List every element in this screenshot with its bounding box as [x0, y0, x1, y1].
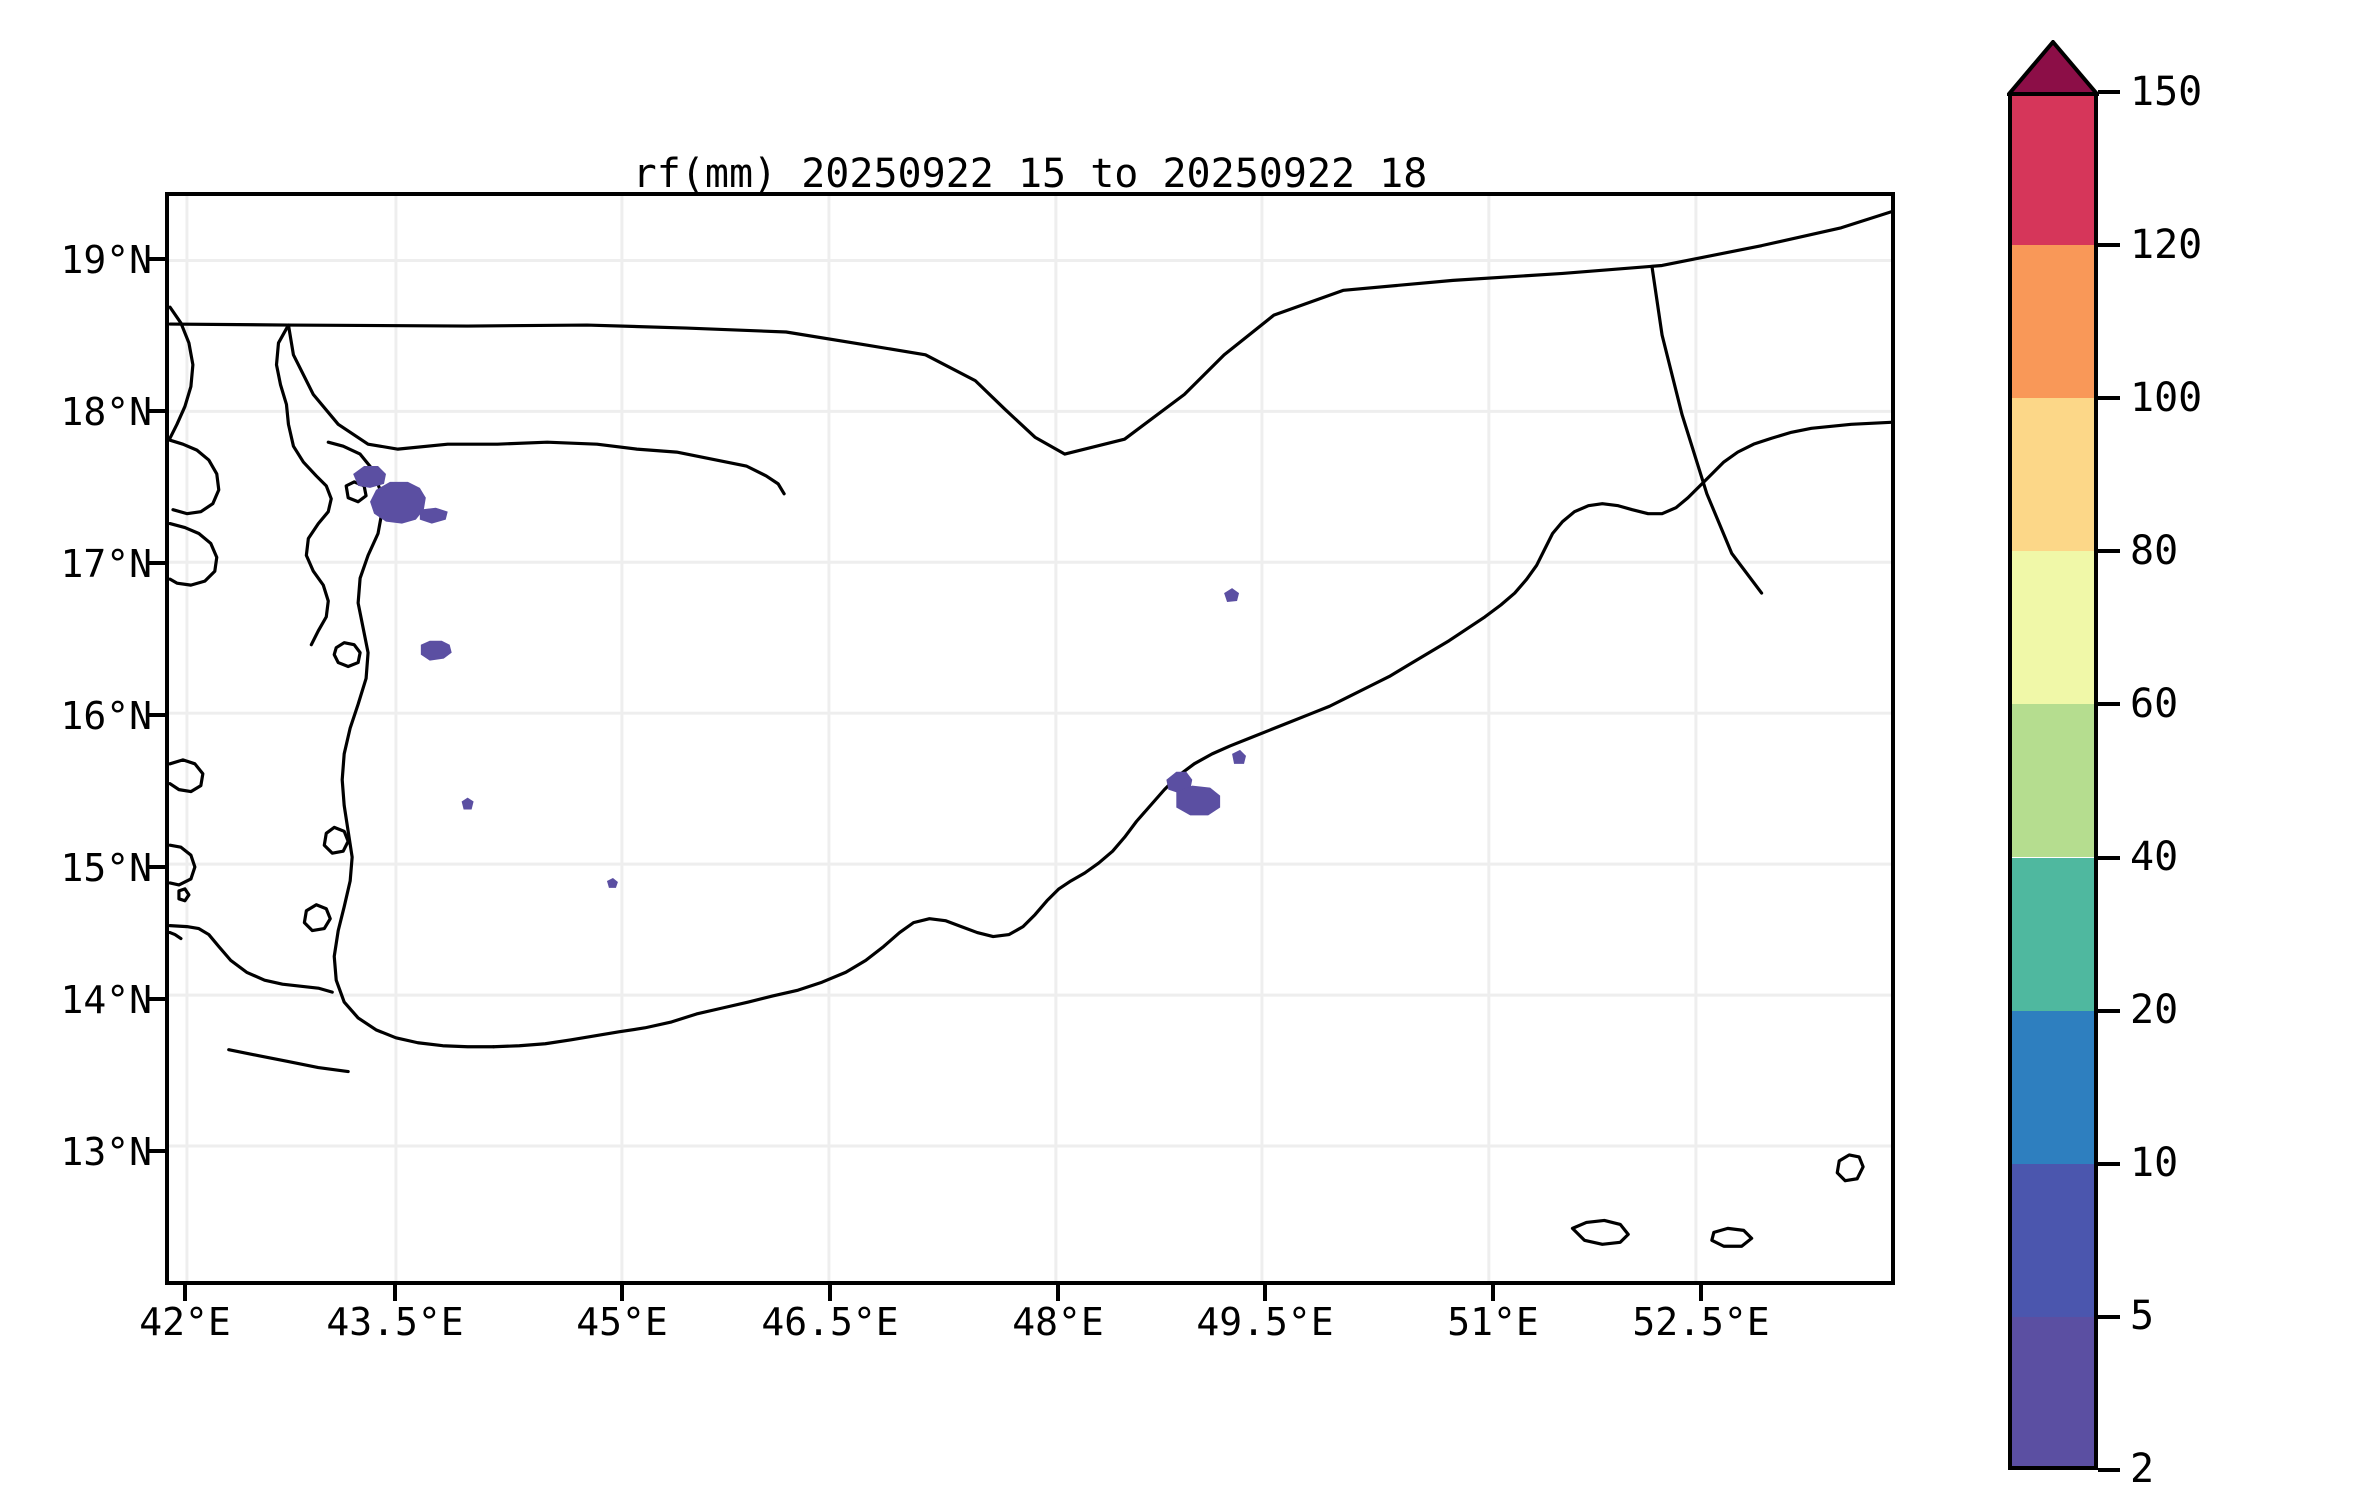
- xtick-label-46p5E: 46.5°E: [761, 1300, 899, 1344]
- ytick-mark: [149, 997, 165, 1001]
- colorbar-tick: [2098, 243, 2120, 248]
- colorbar-label-2: 2: [2130, 1446, 2155, 1492]
- ytick-label-13N: 13°N: [60, 1130, 152, 1174]
- colorbar-label-5: 5: [2130, 1293, 2155, 1339]
- rainfall-patches: [353, 466, 1246, 888]
- ytick-mark: [149, 865, 165, 869]
- colorbar-label-80: 80: [2130, 528, 2179, 574]
- map-plot-area[interactable]: [165, 192, 1895, 1285]
- ytick-label-18N: 18°N: [60, 390, 152, 434]
- colorbar-tick: [2098, 1468, 2120, 1472]
- colorbar-segment-120-150: [2008, 92, 2098, 246]
- colorbar-label-120: 120: [2130, 222, 2203, 268]
- ytick-label-16N: 16°N: [60, 694, 152, 738]
- ytick-mark: [149, 1149, 165, 1153]
- xtick-label-48E: 48°E: [1012, 1300, 1104, 1344]
- xtick-mark: [1263, 1285, 1267, 1301]
- ytick-mark: [149, 257, 165, 261]
- colorbar-label-40: 40: [2130, 834, 2179, 880]
- colorbar-tick: [2098, 1314, 2120, 1319]
- colorbar-tick: [2098, 1008, 2120, 1013]
- ytick-mark: [149, 713, 165, 717]
- colorbar-tick: [2098, 90, 2120, 94]
- ytick-mark: [149, 409, 165, 413]
- colorbar-extend-arrow-icon: [2007, 40, 2099, 96]
- xtick-label-43p5E: 43.5°E: [326, 1300, 464, 1344]
- ytick-label-14N: 14°N: [60, 978, 152, 1022]
- colorbar-segment-60-80: [2008, 551, 2098, 705]
- colorbar-label-150: 150: [2130, 69, 2203, 115]
- colorbar-label-20: 20: [2130, 987, 2179, 1033]
- xtick-mark: [183, 1285, 187, 1301]
- xtick-mark: [620, 1285, 624, 1301]
- colorbar-segment-2-5: [2008, 1316, 2098, 1470]
- map-svg: [169, 196, 1891, 1281]
- xtick-mark: [1491, 1285, 1495, 1301]
- coastlines-and-borders: [169, 210, 1891, 1248]
- xtick-mark: [828, 1285, 832, 1301]
- xtick-mark: [1699, 1285, 1703, 1301]
- colorbar-segment-80-100: [2008, 398, 2098, 552]
- colorbar-segment-100-120: [2008, 245, 2098, 399]
- colorbar-tick: [2098, 1161, 2120, 1166]
- colorbar-label-10: 10: [2130, 1140, 2179, 1186]
- colorbar-segment-40-60: [2008, 704, 2098, 858]
- xtick-mark: [393, 1285, 397, 1301]
- colorbar-gradient: [2008, 92, 2098, 1470]
- xtick-label-52p5E: 52.5°E: [1632, 1300, 1770, 1344]
- gridlines: [169, 196, 1891, 1281]
- colorbar-label-60: 60: [2130, 681, 2179, 727]
- ytick-label-15N: 15°N: [60, 846, 152, 890]
- xtick-label-49p5E: 49.5°E: [1196, 1300, 1334, 1344]
- colorbar-tick: [2098, 396, 2120, 401]
- xtick-mark: [1056, 1285, 1060, 1301]
- xtick-label-45E: 45°E: [576, 1300, 668, 1344]
- colorbar-tick: [2098, 855, 2120, 860]
- ytick-label-19N: 19°N: [60, 238, 152, 282]
- colorbar-tick: [2098, 702, 2120, 707]
- colorbar: 150 120 100 80 60 40 20 10 5 2: [2007, 40, 2348, 1489]
- colorbar-segment-10-20: [2008, 1010, 2098, 1164]
- title-line-1: rf(mm) 20250922_15 to 20250922_18: [632, 151, 1428, 197]
- xtick-label-51E: 51°E: [1447, 1300, 1539, 1344]
- ytick-label-17N: 17°N: [60, 542, 152, 586]
- colorbar-segment-20-40: [2008, 857, 2098, 1011]
- colorbar-label-100: 100: [2130, 375, 2203, 421]
- colorbar-segment-5-10: [2008, 1163, 2098, 1317]
- ytick-mark: [149, 561, 165, 565]
- xtick-label-42E: 42°E: [139, 1300, 231, 1344]
- colorbar-tick: [2098, 549, 2120, 554]
